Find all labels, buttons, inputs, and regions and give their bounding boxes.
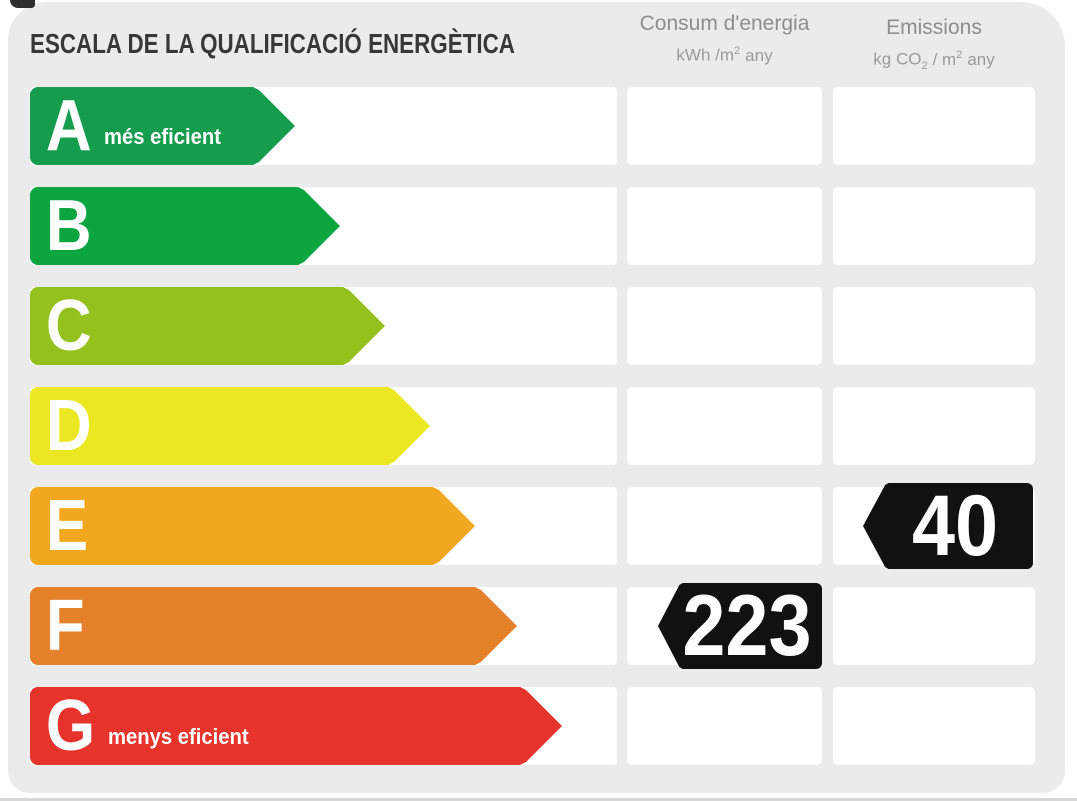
consum-cell-B (627, 187, 822, 265)
grade-letter-A: A (45, 86, 92, 166)
rating-row-D: D (0, 387, 1077, 465)
grade-label-A: més eficient (104, 124, 221, 149)
rating-row-E: E 40 (0, 487, 1077, 565)
emissions-column-title: Emissions (886, 16, 982, 39)
grade-arrow-C: C (30, 287, 385, 365)
grade-letter-B: B (45, 186, 92, 266)
bottom-divider (0, 798, 1077, 801)
grade-arrow-F: F (30, 587, 517, 665)
page-title-text: ESCALA DE LA QUALIFICACIÓ ENERGÈTICA (30, 28, 515, 59)
cropped-dark-artifact (10, 0, 35, 8)
rating-row-F: F 223 (0, 587, 1077, 665)
consum-cell-A (627, 87, 822, 165)
grade-letter-G: G (45, 686, 96, 766)
grade-letter-C: C (45, 286, 92, 366)
rating-row-B: B (0, 187, 1077, 265)
consum-cell-E (627, 487, 822, 565)
consum-value-arrow: 223 (658, 583, 822, 669)
rating-row-C: C (0, 287, 1077, 365)
grade-letter-F: F (45, 586, 85, 666)
emissions-cell-A (833, 87, 1035, 165)
emissions-cell-F (833, 587, 1035, 665)
grade-letter-E: E (45, 486, 89, 566)
grade-arrow-E: E (30, 487, 475, 565)
grade-label-G: menys eficient (108, 724, 249, 749)
consum-cell-C (627, 287, 822, 365)
consum-value: 223 (682, 578, 812, 674)
grade-arrow-D: D (30, 387, 430, 465)
emissions-cell-C (833, 287, 1035, 365)
emissions-value: 40 (912, 478, 999, 574)
consum-cell-G (627, 687, 822, 765)
consum-column-header: Consum d'energia kWh /m2 any (627, 12, 822, 67)
consum-column-title: Consum d'energia (639, 12, 810, 35)
consum-column-units: kWh /m2 any (676, 45, 773, 65)
page-title: ESCALA DE LA QUALIFICACIÓ ENERGÈTICA (30, 28, 636, 60)
emissions-cell-B (833, 187, 1035, 265)
emissions-value-arrow: 40 (863, 483, 1033, 569)
consum-cell-D (627, 387, 822, 465)
emissions-column-header: Emissions kg CO2/ m2 any (833, 16, 1035, 77)
emissions-cell-D (833, 387, 1035, 465)
emissions-column-units: kg CO2/ m2 any (873, 49, 995, 73)
grade-arrow-B: B (30, 187, 340, 265)
emissions-cell-G (833, 687, 1035, 765)
grade-letter-D: D (45, 386, 92, 466)
